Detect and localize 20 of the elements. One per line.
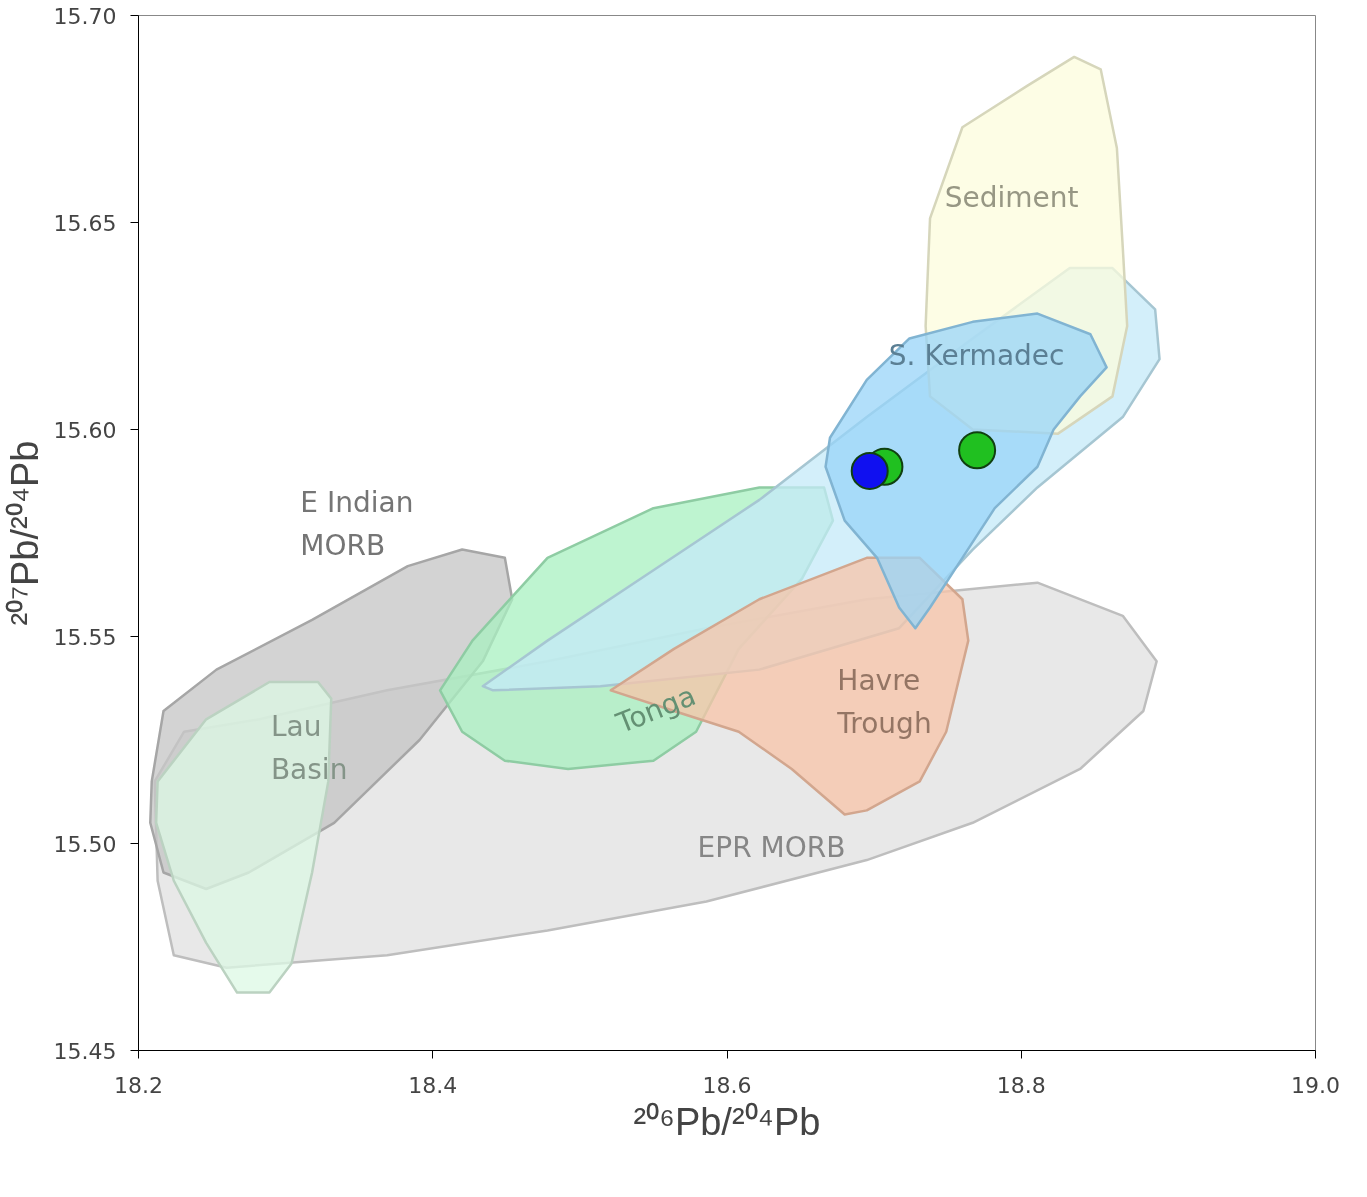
x-tick-label: 18.8 [996,1072,1046,1098]
y-tick-label: 15.60 [53,417,117,443]
series-label: Havre Trough [836,664,932,740]
y-tick-label: 15.50 [53,831,117,857]
x-axis-title: ²⁰⁶Pb/²⁰⁴Pb [633,1100,821,1143]
x-tick-label: 18.2 [114,1072,163,1098]
y-axis-title: ²⁰⁷Pb/²⁰⁴Pb [3,440,46,626]
series-label: EPR MORB [697,831,846,865]
x-tick-label: 18.4 [408,1072,458,1098]
y-tick-label: 15.55 [53,624,117,650]
series-label: Lau Basin [270,709,348,786]
series-label: S. Kermadec [888,338,1065,372]
x-tick-label: 19.0 [1291,1072,1340,1098]
series-label: Sediment [944,181,1079,215]
y-tick-label: 15.65 [53,210,117,236]
y-tick-label: 15.45 [53,1038,117,1064]
series-label: E Indian MORB [300,486,414,562]
y-tick-label: 15.70 [53,3,117,29]
x-tick-label: 18.6 [702,1072,752,1098]
series-label: Tonga [610,678,701,741]
